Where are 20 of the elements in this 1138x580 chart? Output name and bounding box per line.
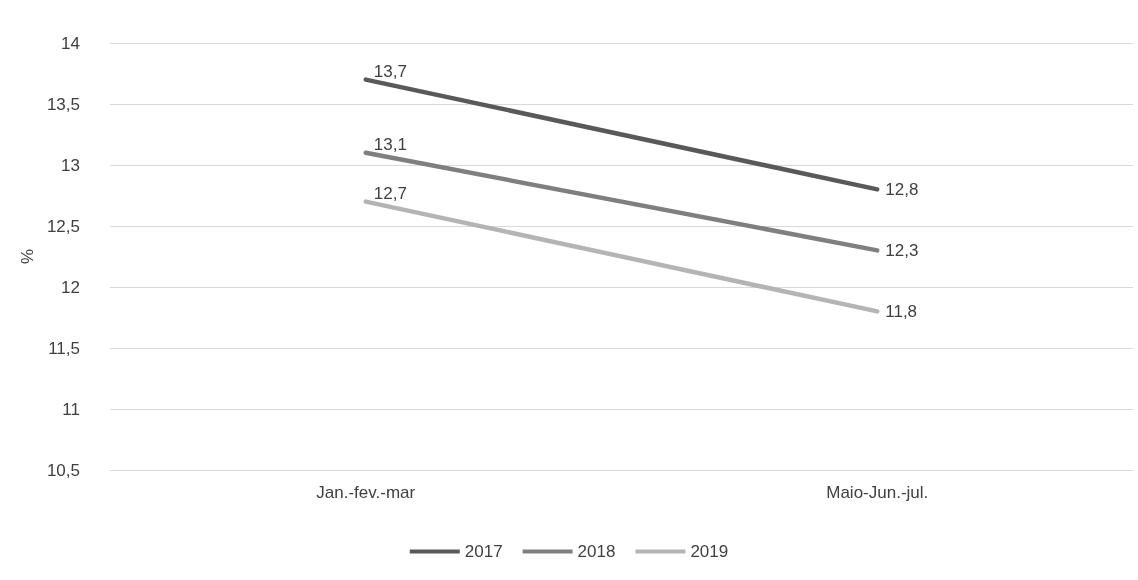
legend-label: 2017 (464, 542, 503, 561)
y-tick-label: 11 (62, 399, 80, 419)
x-tick-label: Jan.-fev.-mar (316, 483, 416, 502)
data-label: 13,7 (373, 62, 407, 82)
y-tick-label: 14 (61, 33, 80, 53)
y-tick-label: 10,5 (46, 460, 80, 480)
y-tick-label: 12 (61, 277, 80, 297)
y-tick-label: 13,5 (46, 94, 80, 114)
x-tick-label: Maio-Jun.-jul. (826, 483, 929, 502)
y-tick-label: 11,5 (48, 338, 80, 358)
legend-label: 2018 (577, 542, 616, 561)
y-tick-label: 13 (61, 155, 80, 175)
data-label: 13,1 (373, 135, 407, 155)
data-label: 12,7 (373, 184, 407, 204)
data-label: 11,8 (885, 301, 918, 321)
data-label: 12,8 (885, 179, 919, 199)
y-axis-title: % (18, 248, 38, 265)
data-label: 12,3 (885, 240, 919, 260)
y-tick-label: 12,5 (46, 216, 80, 236)
legend-label: 2019 (690, 542, 729, 561)
